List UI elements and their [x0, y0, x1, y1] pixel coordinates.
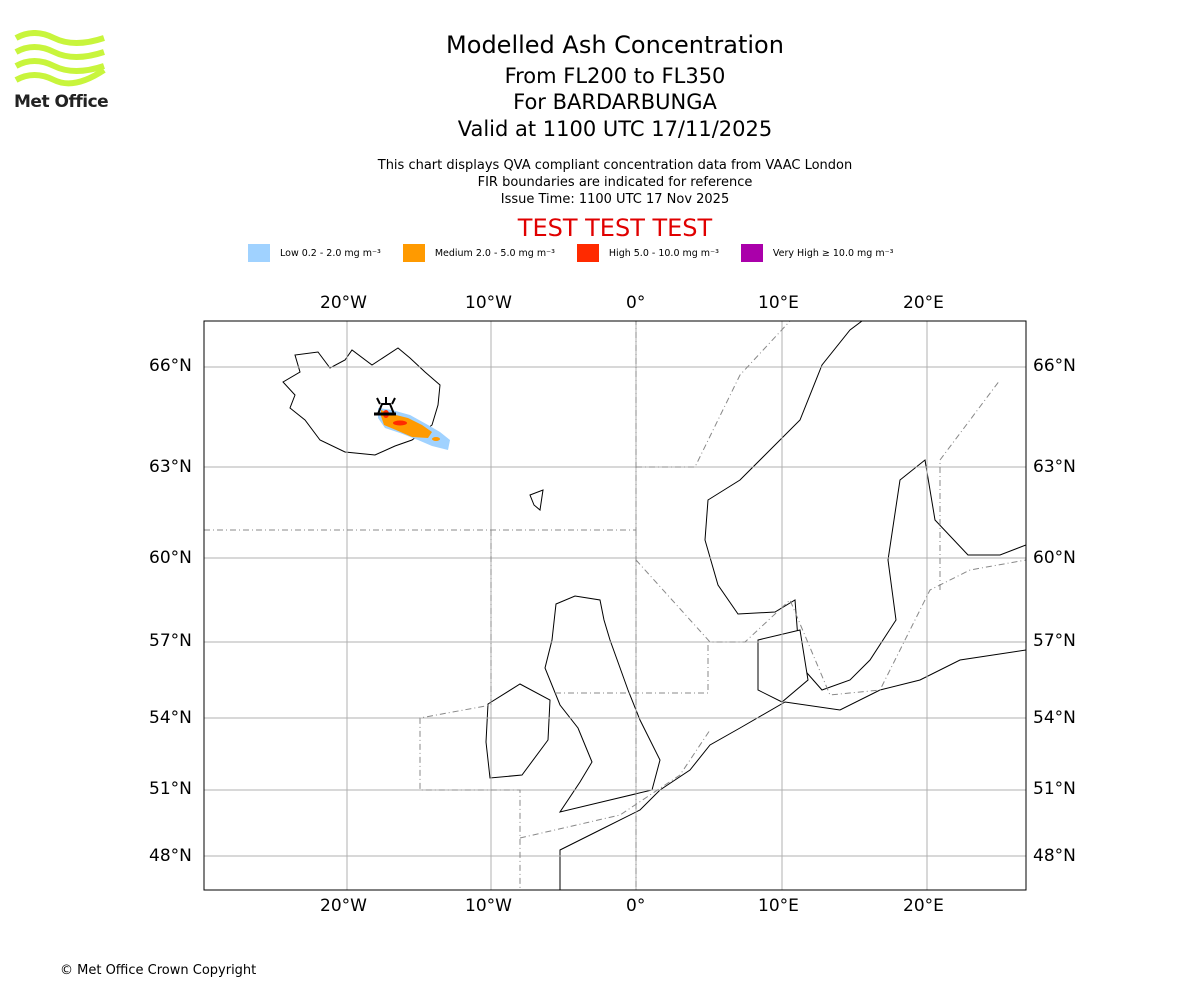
lat-label-right: 63°N [1033, 457, 1076, 477]
lon-label-bottom: 20°E [903, 896, 944, 916]
valid-time: Valid at 1100 UTC 17/11/2025 [457, 117, 773, 141]
scandinavia [704, 321, 1026, 691]
lon-label-bottom: 10°E [758, 896, 799, 916]
faroe-islands [529, 489, 544, 511]
lat-label-right: 60°N [1033, 548, 1076, 568]
lat-label-right: 51°N [1033, 779, 1076, 799]
lon-label-top: 10°E [758, 293, 799, 313]
ireland [485, 683, 551, 779]
legend: Low 0.2 - 2.0 mg m⁻³ Medium 2.0 - 5.0 mg… [248, 244, 915, 262]
lat-label-left: 66°N [149, 356, 192, 376]
coastlines [282, 321, 1026, 890]
legend-label: High 5.0 - 10.0 mg m⁻³ [608, 247, 719, 259]
lat-label-left: 63°N [149, 457, 192, 477]
copyright: © Met Office Crown Copyright [60, 963, 257, 978]
legend-label: Very High ≥ 10.0 mg m⁻³ [772, 247, 894, 259]
ash-high [393, 420, 407, 426]
legend-item-low: Low 0.2 - 2.0 mg m⁻³ [248, 244, 381, 262]
denmark [757, 629, 809, 703]
lat-label-right: 57°N [1033, 631, 1076, 651]
lat-label-left: 51°N [149, 779, 192, 799]
lon-label-bottom: 10°W [465, 896, 512, 916]
flight-level-range: From FL200 to FL350 [504, 64, 726, 88]
volcano-name: For BARDARBUNGA [513, 90, 717, 114]
lat-label-right: 66°N [1033, 356, 1076, 376]
lon-label-top: 20°E [903, 293, 944, 313]
legend-item-medium: Medium 2.0 - 5.0 mg m⁻³ [402, 244, 555, 262]
lat-label-left: 57°N [149, 631, 192, 651]
legend-label: Low 0.2 - 2.0 mg m⁻³ [280, 247, 381, 259]
graticule [204, 321, 1026, 890]
continental-europe [559, 649, 1026, 890]
issue-time: Issue Time: 1100 UTC 17 Nov 2025 [500, 192, 730, 207]
legend-swatch [248, 244, 270, 262]
legend-swatch [402, 244, 425, 262]
lat-label-right: 54°N [1033, 708, 1076, 728]
lon-label-top: 0° [626, 293, 646, 313]
met-office-logo [14, 30, 106, 87]
subtitle-fir-note: FIR boundaries are indicated for referen… [477, 175, 753, 190]
lat-label-right: 48°N [1033, 846, 1076, 866]
chart-title: Modelled Ash Concentration [446, 31, 784, 59]
lon-label-top: 20°W [320, 293, 367, 313]
subtitle-description: This chart displays QVA compliant concen… [377, 158, 853, 173]
legend-item-high: High 5.0 - 10.0 mg m⁻³ [576, 244, 719, 262]
lon-label-bottom: 20°W [320, 896, 367, 916]
logo-text: Met Office [14, 92, 109, 112]
fir-boundaries [204, 321, 1026, 890]
legend-item-very-high: Very High ≥ 10.0 mg m⁻³ [740, 244, 894, 262]
map-frame [203, 320, 1027, 891]
great-britain [544, 595, 661, 813]
lon-label-top: 10°W [465, 293, 512, 313]
lat-label-left: 48°N [149, 846, 192, 866]
lat-label-left: 54°N [149, 708, 192, 728]
legend-label: Medium 2.0 - 5.0 mg m⁻³ [434, 247, 555, 259]
legend-swatch [740, 244, 763, 262]
ash-medium [381, 410, 432, 438]
ash-plume [378, 408, 450, 450]
legend-swatch [576, 244, 599, 262]
ash-medium [432, 437, 440, 441]
lon-label-bottom: 0° [626, 896, 646, 916]
lat-label-left: 60°N [149, 548, 192, 568]
test-banner: TEST TEST TEST [517, 214, 713, 242]
volcano-icon [374, 397, 396, 416]
